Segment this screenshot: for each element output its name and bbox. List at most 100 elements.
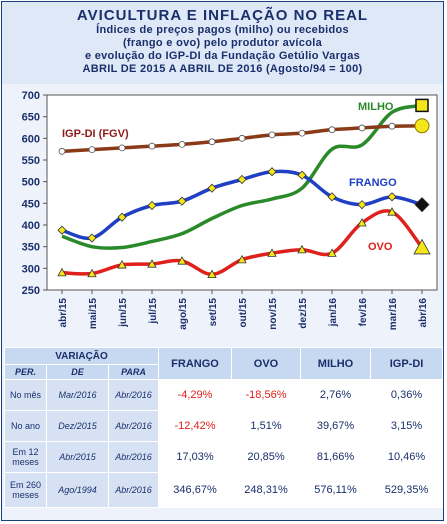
row-from: Mar/2016	[46, 379, 109, 411]
data-point	[387, 192, 397, 202]
row-to: Abr/2016	[107, 472, 160, 508]
x-tick-label: jul/15	[148, 298, 159, 325]
y-tick-label: 500	[22, 177, 40, 189]
series-line-milho	[61, 103, 423, 250]
cell-igp-di: 529,35%	[370, 472, 444, 508]
data-point	[177, 196, 187, 206]
data-point	[414, 118, 430, 134]
col-header-igp-di: IGP-DI	[370, 347, 444, 380]
row-from: Ago/1994	[46, 472, 109, 508]
cell-milho: 81,66%	[300, 441, 372, 473]
x-tick-label: jun/15	[118, 298, 129, 328]
variacao-header: VARIAÇÃO	[3, 347, 160, 365]
table-row: No ano Dez/2015 Abr/2016 -12,42% 1,51% 3…	[4, 410, 444, 442]
data-point	[267, 167, 277, 177]
data-point	[118, 144, 126, 152]
data-point	[327, 248, 337, 257]
data-point	[388, 122, 396, 130]
data-point	[358, 124, 366, 132]
cell-frango: 346,67%	[158, 472, 233, 508]
series-label-milho: MILHO	[358, 101, 394, 113]
x-tick-label: fev/16	[358, 298, 369, 327]
x-tick-label: dez/15	[298, 298, 309, 329]
y-tick-label: 600	[22, 133, 40, 145]
series-label-igp-di: IGP-DI (FGV)	[62, 128, 129, 140]
subtitle-line-2: (frango e ovo) pelo produtor avícola	[122, 37, 323, 49]
data-point	[58, 147, 66, 155]
row-period: No ano	[4, 410, 47, 442]
col-header-frango: FRANGO	[158, 347, 233, 380]
y-tick-label: 250	[22, 285, 40, 297]
data-point	[267, 248, 277, 257]
table-row: Em 260 meses Ago/1994 Abr/2016 346,67% 2…	[4, 472, 444, 508]
series-label-frango: FRANGO	[349, 177, 397, 189]
data-point	[87, 233, 97, 243]
subheader-de: DE	[46, 364, 109, 380]
header: AVICULTURA E INFLAÇÃO NO REAL Índices de…	[2, 2, 443, 84]
cell-frango: -4,29%	[158, 379, 233, 411]
data-point	[237, 254, 247, 264]
cell-ovo: -18,56%	[231, 379, 302, 411]
data-point	[147, 259, 157, 268]
data-point	[414, 197, 430, 213]
data-point	[357, 218, 367, 227]
x-tick-label: ago/15	[178, 298, 189, 330]
cell-ovo: 1,51%	[231, 410, 302, 442]
cell-milho: 39,67%	[300, 410, 372, 442]
data-point	[268, 131, 276, 139]
x-tick-label: jan/16	[328, 298, 339, 328]
x-tick-label: out/15	[238, 298, 249, 328]
table-row: No mês Mar/2016 Abr/2016 -4,29% -18,56% …	[4, 379, 444, 411]
y-tick-label: 650	[22, 112, 40, 124]
data-point	[87, 268, 97, 278]
row-from: Dez/2015	[46, 410, 109, 442]
data-point	[177, 256, 187, 265]
row-from: Abr/2015	[46, 441, 109, 473]
data-point	[207, 183, 217, 193]
data-point	[117, 260, 127, 269]
data-point	[208, 138, 216, 146]
y-tick-label: 700	[22, 90, 40, 102]
data-point	[147, 200, 157, 211]
cell-ovo: 248,31%	[231, 472, 302, 508]
variation-table: VARIAÇÃO FRANGO OVO MILHO IGP-DI PER. DE…	[3, 347, 444, 508]
data-point	[207, 269, 217, 279]
x-tick-label: abr/16	[418, 298, 429, 328]
row-period: Em 12 meses	[4, 441, 47, 473]
data-point	[415, 98, 429, 113]
data-point	[148, 142, 156, 150]
x-tick-label: mar/16	[388, 298, 399, 331]
data-point	[88, 146, 96, 153]
subheader-para: PARA	[107, 364, 160, 380]
data-point	[117, 212, 127, 222]
data-point	[297, 170, 307, 180]
row-to: Abr/2016	[107, 441, 160, 473]
cell-milho: 576,11%	[300, 472, 372, 508]
y-tick-label: 350	[22, 242, 40, 254]
table-row: Em 12 meses Abr/2015 Abr/2016 17,03% 20,…	[4, 441, 444, 473]
data-point	[178, 141, 186, 148]
cell-igp-di: 10,46%	[370, 441, 444, 473]
cell-igp-di: 3,15%	[370, 410, 444, 442]
y-tick-label: 450	[22, 198, 40, 210]
cell-milho: 2,76%	[300, 379, 372, 411]
series-markers	[57, 98, 431, 279]
data-point	[237, 174, 247, 185]
subheader-per: PER.	[4, 364, 47, 380]
line-chart: 250 300 350 400 450 500 550 600 650 700 abr/15 mai…	[22, 90, 438, 331]
col-header-ovo: OVO	[231, 347, 302, 380]
data-point	[57, 267, 67, 277]
data-point	[57, 225, 67, 235]
y-tick-label: 550	[22, 155, 40, 167]
col-header-milho: MILHO	[300, 347, 372, 380]
cell-frango: -12,42%	[158, 410, 233, 442]
data-point	[298, 129, 306, 137]
cell-frango: 17,03%	[158, 441, 233, 473]
x-tick-label: set/15	[208, 298, 219, 327]
x-tick-label: abr/15	[58, 298, 69, 328]
series-label-ovo: OVO	[368, 241, 393, 253]
y-tick-label: 400	[22, 220, 40, 232]
data-point	[387, 207, 397, 216]
subtitle-line-1: Índices de preços pagos (milho) ou receb…	[96, 24, 349, 36]
data-point	[328, 126, 336, 134]
